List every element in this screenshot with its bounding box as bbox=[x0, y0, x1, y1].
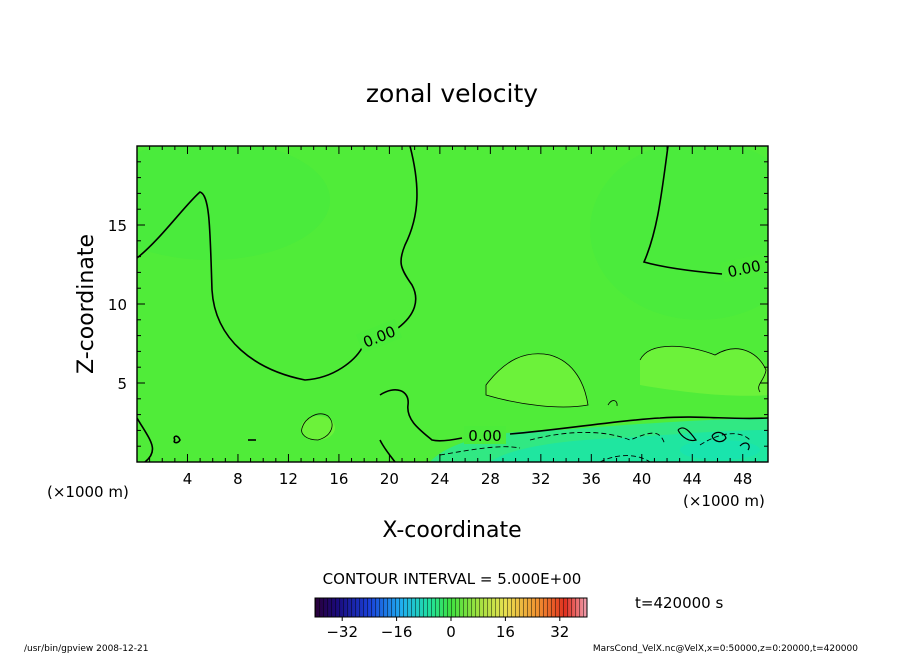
y-tick-label: 10 bbox=[108, 296, 127, 314]
colorbar-tick-label: 32 bbox=[550, 623, 569, 641]
x-tick-label: 44 bbox=[683, 470, 702, 488]
x-tick-label: 48 bbox=[733, 470, 752, 488]
colorbar-tick-label: 0 bbox=[446, 623, 456, 641]
x-unit-label-right: (×1000 m) bbox=[683, 492, 765, 510]
footer-left: /usr/bin/gpview 2008-12-21 bbox=[24, 644, 148, 654]
contour-lines-zero bbox=[137, 146, 768, 462]
contour-lines-positive bbox=[301, 345, 767, 441]
colorbar-ticks: −32 −16 0 16 32 bbox=[326, 617, 569, 641]
x-tick-marks bbox=[149, 146, 756, 462]
colorbar-tick-label: −16 bbox=[381, 623, 413, 641]
positive-region bbox=[640, 346, 768, 396]
x-tick-label: 8 bbox=[233, 470, 243, 488]
contour-interval-text: CONTOUR INTERVAL = 5.000E+00 bbox=[323, 570, 582, 588]
colorbar-tick-label: 16 bbox=[496, 623, 515, 641]
contour-label: 0.00 bbox=[468, 427, 501, 445]
chart-title: zonal velocity bbox=[366, 79, 538, 108]
contour-field bbox=[137, 146, 768, 462]
x-tick-label: 12 bbox=[279, 470, 298, 488]
y-tick-label: 15 bbox=[108, 217, 127, 235]
x-axis-title: X-coordinate bbox=[382, 518, 521, 543]
x-tick-label: 32 bbox=[531, 470, 550, 488]
contour-lines-negative bbox=[439, 431, 751, 462]
x-unit-label-left: (×1000 m) bbox=[47, 483, 129, 501]
y-tick-label: 5 bbox=[117, 375, 127, 393]
contour-lines-misc bbox=[677, 427, 750, 451]
x-tick-label: 16 bbox=[329, 470, 348, 488]
x-tick-label: 4 bbox=[183, 470, 193, 488]
y-axis-title: Z-coordinate bbox=[74, 234, 99, 374]
x-tick-label: 36 bbox=[582, 470, 601, 488]
time-label: t=420000 s bbox=[635, 594, 723, 612]
x-tick-label: 40 bbox=[632, 470, 651, 488]
colorbar-tick-label: −32 bbox=[326, 623, 358, 641]
x-tick-label: 24 bbox=[430, 470, 449, 488]
x-tick-label: 20 bbox=[380, 470, 399, 488]
positive-region bbox=[301, 416, 335, 440]
y-tick-marks bbox=[137, 161, 768, 447]
positive-region bbox=[486, 353, 588, 407]
colorbar-bins bbox=[315, 598, 587, 617]
footer-right: MarsCond_VelX.nc@VelX,x=0:50000,z=0:2000… bbox=[593, 644, 858, 654]
x-tick-label: 28 bbox=[481, 470, 500, 488]
